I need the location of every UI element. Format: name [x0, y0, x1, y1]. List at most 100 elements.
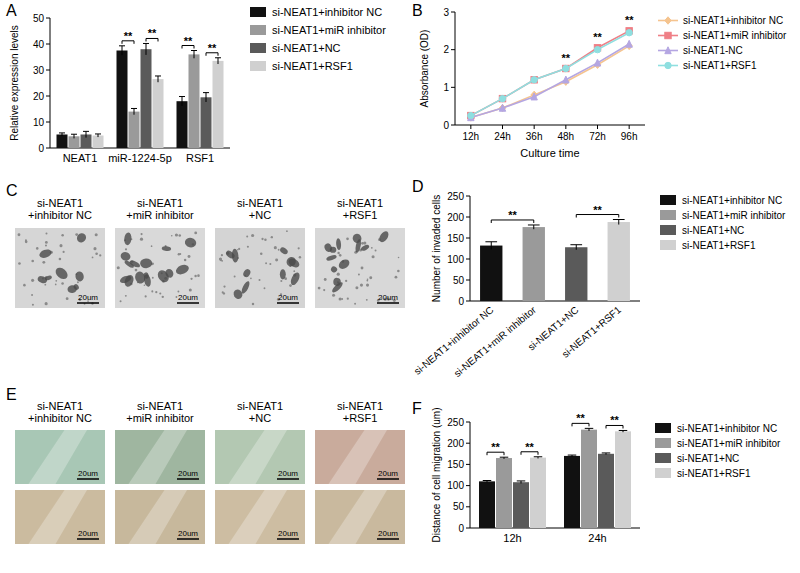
pore	[234, 276, 236, 278]
point	[531, 93, 537, 100]
error-bar	[585, 428, 594, 431]
panel-label: E	[6, 386, 17, 403]
error-bar	[191, 51, 197, 59]
pore	[152, 277, 154, 279]
pore	[95, 252, 98, 255]
micrograph: 20um	[215, 490, 305, 544]
pore	[190, 278, 192, 280]
scale-bar	[77, 478, 99, 480]
y-tick	[451, 87, 455, 88]
micrograph: 20um	[15, 490, 105, 544]
y-tick	[46, 70, 50, 71]
pore	[197, 274, 200, 277]
pore	[44, 284, 46, 286]
cell	[354, 239, 362, 253]
cell	[240, 280, 251, 295]
pore	[274, 246, 277, 249]
pore	[271, 236, 273, 238]
pore	[55, 284, 57, 286]
cell	[289, 271, 301, 286]
pore	[375, 250, 377, 252]
point	[563, 65, 569, 71]
significance-label: **	[562, 52, 571, 64]
cell	[143, 272, 149, 279]
cell	[37, 275, 48, 284]
legend: si-NEAT1+inhibitor NCsi-NEAT1+miR inhibi…	[655, 423, 781, 479]
x-tick-label: 36h	[526, 131, 543, 142]
micrograph: 20um	[115, 228, 205, 308]
pore	[265, 262, 267, 264]
cell	[280, 269, 286, 279]
pore	[286, 230, 288, 232]
legend-marker	[665, 32, 671, 38]
scale-bar-label: 20um	[378, 469, 398, 478]
legend-label: si-NEAT1+NC	[682, 225, 744, 236]
pore	[140, 233, 142, 235]
pore	[178, 234, 181, 237]
cell	[161, 246, 171, 252]
y-tick	[466, 259, 470, 260]
pore	[66, 297, 69, 300]
legend-swatch	[660, 240, 676, 250]
plot-area	[480, 220, 630, 301]
y-tick	[466, 217, 470, 218]
pore	[371, 247, 373, 249]
cell	[75, 271, 85, 282]
legend-label: si-NEAT1+inhibitor NC	[677, 423, 777, 434]
x-tick	[470, 125, 471, 129]
cell	[279, 246, 289, 255]
pore	[145, 295, 147, 297]
pore	[151, 245, 153, 247]
pore	[219, 258, 222, 261]
legend-marker	[665, 62, 671, 68]
cell	[119, 274, 132, 284]
line	[471, 46, 629, 118]
pore	[189, 288, 192, 291]
legend-swatch	[660, 210, 676, 220]
pore	[31, 279, 34, 282]
x-tick-label: 48h	[557, 131, 574, 142]
legend-swatch	[250, 25, 266, 35]
error-bar	[131, 108, 137, 114]
scale-bar-label: 20um	[78, 529, 98, 538]
panel-label: A	[6, 2, 17, 19]
pore	[99, 254, 101, 256]
image-label: si-NEAT1	[337, 197, 383, 209]
panel-d: 050100150200250Number of invaded cellssi…	[412, 191, 786, 380]
error-bar	[500, 457, 509, 459]
y-tick	[466, 464, 470, 465]
point	[468, 112, 474, 118]
image-label: si-NEAT1	[337, 400, 383, 412]
bar	[93, 136, 104, 148]
scale-bar-label: 20um	[78, 469, 98, 478]
pore	[42, 261, 45, 264]
y-axis-title: Absorbance (OD)	[419, 30, 430, 108]
bar	[57, 134, 68, 148]
error-bar	[203, 93, 209, 102]
pore	[221, 260, 223, 262]
pore	[361, 267, 364, 270]
legend-label: si-NEAT1-NC	[683, 45, 743, 56]
error-bar	[83, 131, 89, 137]
bar	[615, 431, 631, 528]
image-background	[15, 228, 105, 308]
pore	[92, 256, 94, 258]
error-bar	[570, 245, 582, 250]
y-tick-label: 50	[453, 275, 465, 286]
cell	[323, 242, 333, 253]
pore	[140, 238, 143, 241]
error-bar	[528, 225, 540, 229]
point	[594, 59, 600, 66]
image-label: +RSF1	[343, 412, 378, 424]
error-bar	[517, 481, 526, 484]
y-tick	[466, 238, 470, 239]
pore	[345, 280, 347, 282]
micrograph: 20um	[315, 430, 405, 484]
image-background	[315, 228, 405, 308]
error-bar	[602, 453, 611, 455]
panel-label: F	[412, 400, 422, 417]
pore	[77, 281, 79, 283]
point	[626, 40, 632, 47]
legend-marker	[665, 17, 671, 24]
legend-label: si-NEAT1+inhibitor NC	[682, 195, 782, 206]
